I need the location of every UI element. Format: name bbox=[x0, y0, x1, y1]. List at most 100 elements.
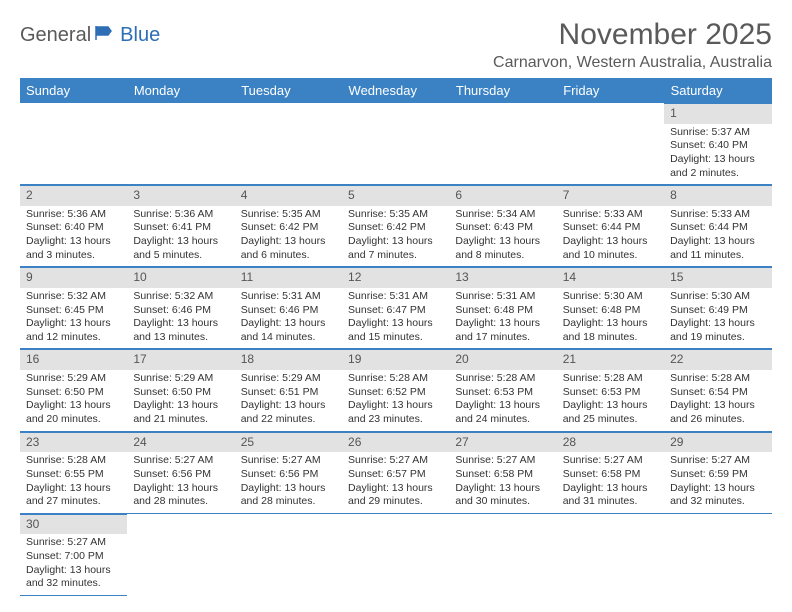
day-number: 4 bbox=[235, 185, 342, 206]
day-number: 10 bbox=[127, 267, 234, 288]
day-data: Sunrise: 5:33 AMSunset: 6:44 PMDaylight:… bbox=[664, 206, 771, 267]
day-data: Sunrise: 5:30 AMSunset: 6:48 PMDaylight:… bbox=[557, 288, 664, 349]
day-data: Sunrise: 5:31 AMSunset: 6:48 PMDaylight:… bbox=[449, 288, 556, 349]
day-data: Sunrise: 5:27 AMSunset: 6:58 PMDaylight:… bbox=[449, 452, 556, 513]
day-cell: 4Sunrise: 5:35 AMSunset: 6:42 PMDaylight… bbox=[235, 185, 342, 267]
day-cell: 8Sunrise: 5:33 AMSunset: 6:44 PMDaylight… bbox=[664, 185, 771, 267]
day-data: Sunrise: 5:36 AMSunset: 6:41 PMDaylight:… bbox=[127, 206, 234, 267]
weekday-header-row: SundayMondayTuesdayWednesdayThursdayFrid… bbox=[20, 78, 772, 103]
calendar-row: 16Sunrise: 5:29 AMSunset: 6:50 PMDayligh… bbox=[20, 349, 772, 431]
empty-cell bbox=[557, 513, 664, 595]
logo: General Blue bbox=[20, 18, 160, 47]
day-cell: 1Sunrise: 5:37 AMSunset: 6:40 PMDaylight… bbox=[664, 103, 771, 185]
day-cell: 25Sunrise: 5:27 AMSunset: 6:56 PMDayligh… bbox=[235, 431, 342, 513]
day-data: Sunrise: 5:28 AMSunset: 6:52 PMDaylight:… bbox=[342, 370, 449, 431]
day-data: Sunrise: 5:29 AMSunset: 6:50 PMDaylight:… bbox=[127, 370, 234, 431]
empty-cell bbox=[449, 103, 556, 185]
day-number: 14 bbox=[557, 267, 664, 288]
day-cell: 26Sunrise: 5:27 AMSunset: 6:57 PMDayligh… bbox=[342, 431, 449, 513]
day-data: Sunrise: 5:27 AMSunset: 6:57 PMDaylight:… bbox=[342, 452, 449, 513]
day-data: Sunrise: 5:34 AMSunset: 6:43 PMDaylight:… bbox=[449, 206, 556, 267]
day-data: Sunrise: 5:27 AMSunset: 6:59 PMDaylight:… bbox=[664, 452, 771, 513]
day-cell: 22Sunrise: 5:28 AMSunset: 6:54 PMDayligh… bbox=[664, 349, 771, 431]
empty-cell bbox=[449, 513, 556, 595]
day-number: 11 bbox=[235, 267, 342, 288]
day-data: Sunrise: 5:32 AMSunset: 6:46 PMDaylight:… bbox=[127, 288, 234, 349]
weekday-header: Monday bbox=[127, 78, 234, 103]
day-data: Sunrise: 5:29 AMSunset: 6:50 PMDaylight:… bbox=[20, 370, 127, 431]
day-number: 17 bbox=[127, 349, 234, 370]
calendar-body: 1Sunrise: 5:37 AMSunset: 6:40 PMDaylight… bbox=[20, 103, 772, 595]
day-data: Sunrise: 5:27 AMSunset: 7:00 PMDaylight:… bbox=[20, 534, 127, 595]
day-number: 9 bbox=[20, 267, 127, 288]
weekday-header: Friday bbox=[557, 78, 664, 103]
day-data: Sunrise: 5:37 AMSunset: 6:40 PMDaylight:… bbox=[664, 124, 771, 185]
day-number: 12 bbox=[342, 267, 449, 288]
day-number: 3 bbox=[127, 185, 234, 206]
day-cell: 3Sunrise: 5:36 AMSunset: 6:41 PMDaylight… bbox=[127, 185, 234, 267]
weekday-header: Wednesday bbox=[342, 78, 449, 103]
day-data: Sunrise: 5:27 AMSunset: 6:56 PMDaylight:… bbox=[235, 452, 342, 513]
day-number: 13 bbox=[449, 267, 556, 288]
page-title: November 2025 bbox=[493, 18, 772, 52]
day-cell: 18Sunrise: 5:29 AMSunset: 6:51 PMDayligh… bbox=[235, 349, 342, 431]
day-number: 21 bbox=[557, 349, 664, 370]
day-data: Sunrise: 5:29 AMSunset: 6:51 PMDaylight:… bbox=[235, 370, 342, 431]
day-number: 26 bbox=[342, 432, 449, 453]
empty-cell bbox=[342, 103, 449, 185]
day-cell: 9Sunrise: 5:32 AMSunset: 6:45 PMDaylight… bbox=[20, 267, 127, 349]
location-text: Carnarvon, Western Australia, Australia bbox=[493, 54, 772, 72]
day-cell: 2Sunrise: 5:36 AMSunset: 6:40 PMDaylight… bbox=[20, 185, 127, 267]
day-data: Sunrise: 5:28 AMSunset: 6:53 PMDaylight:… bbox=[557, 370, 664, 431]
day-cell: 20Sunrise: 5:28 AMSunset: 6:53 PMDayligh… bbox=[449, 349, 556, 431]
calendar-row: 30Sunrise: 5:27 AMSunset: 7:00 PMDayligh… bbox=[20, 513, 772, 595]
day-cell: 14Sunrise: 5:30 AMSunset: 6:48 PMDayligh… bbox=[557, 267, 664, 349]
empty-cell bbox=[342, 513, 449, 595]
empty-cell bbox=[664, 513, 771, 595]
day-number: 24 bbox=[127, 432, 234, 453]
empty-cell bbox=[235, 103, 342, 185]
weekday-header: Saturday bbox=[664, 78, 771, 103]
calendar-row: 23Sunrise: 5:28 AMSunset: 6:55 PMDayligh… bbox=[20, 431, 772, 513]
day-cell: 16Sunrise: 5:29 AMSunset: 6:50 PMDayligh… bbox=[20, 349, 127, 431]
day-cell: 10Sunrise: 5:32 AMSunset: 6:46 PMDayligh… bbox=[127, 267, 234, 349]
day-number: 29 bbox=[664, 432, 771, 453]
day-number: 1 bbox=[664, 103, 771, 124]
day-number: 20 bbox=[449, 349, 556, 370]
day-data: Sunrise: 5:35 AMSunset: 6:42 PMDaylight:… bbox=[342, 206, 449, 267]
day-number: 23 bbox=[20, 432, 127, 453]
day-cell: 21Sunrise: 5:28 AMSunset: 6:53 PMDayligh… bbox=[557, 349, 664, 431]
day-data: Sunrise: 5:36 AMSunset: 6:40 PMDaylight:… bbox=[20, 206, 127, 267]
empty-cell bbox=[557, 103, 664, 185]
empty-cell bbox=[235, 513, 342, 595]
calendar-row: 2Sunrise: 5:36 AMSunset: 6:40 PMDaylight… bbox=[20, 185, 772, 267]
day-data: Sunrise: 5:31 AMSunset: 6:46 PMDaylight:… bbox=[235, 288, 342, 349]
calendar-table: SundayMondayTuesdayWednesdayThursdayFrid… bbox=[20, 78, 772, 596]
day-data: Sunrise: 5:32 AMSunset: 6:45 PMDaylight:… bbox=[20, 288, 127, 349]
day-data: Sunrise: 5:28 AMSunset: 6:53 PMDaylight:… bbox=[449, 370, 556, 431]
day-number: 2 bbox=[20, 185, 127, 206]
day-number: 7 bbox=[557, 185, 664, 206]
day-number: 5 bbox=[342, 185, 449, 206]
empty-cell bbox=[127, 103, 234, 185]
day-number: 15 bbox=[664, 267, 771, 288]
day-number: 25 bbox=[235, 432, 342, 453]
day-cell: 17Sunrise: 5:29 AMSunset: 6:50 PMDayligh… bbox=[127, 349, 234, 431]
day-cell: 11Sunrise: 5:31 AMSunset: 6:46 PMDayligh… bbox=[235, 267, 342, 349]
day-number: 30 bbox=[20, 514, 127, 535]
calendar-row: 9Sunrise: 5:32 AMSunset: 6:45 PMDaylight… bbox=[20, 267, 772, 349]
day-data: Sunrise: 5:31 AMSunset: 6:47 PMDaylight:… bbox=[342, 288, 449, 349]
day-number: 6 bbox=[449, 185, 556, 206]
day-number: 28 bbox=[557, 432, 664, 453]
calendar-row: 1Sunrise: 5:37 AMSunset: 6:40 PMDaylight… bbox=[20, 103, 772, 185]
title-block: November 2025 Carnarvon, Western Austral… bbox=[493, 18, 772, 72]
day-cell: 23Sunrise: 5:28 AMSunset: 6:55 PMDayligh… bbox=[20, 431, 127, 513]
day-number: 27 bbox=[449, 432, 556, 453]
weekday-header: Thursday bbox=[449, 78, 556, 103]
day-data: Sunrise: 5:27 AMSunset: 6:58 PMDaylight:… bbox=[557, 452, 664, 513]
day-number: 16 bbox=[20, 349, 127, 370]
day-number: 8 bbox=[664, 185, 771, 206]
day-data: Sunrise: 5:28 AMSunset: 6:54 PMDaylight:… bbox=[664, 370, 771, 431]
empty-cell bbox=[20, 103, 127, 185]
day-cell: 28Sunrise: 5:27 AMSunset: 6:58 PMDayligh… bbox=[557, 431, 664, 513]
